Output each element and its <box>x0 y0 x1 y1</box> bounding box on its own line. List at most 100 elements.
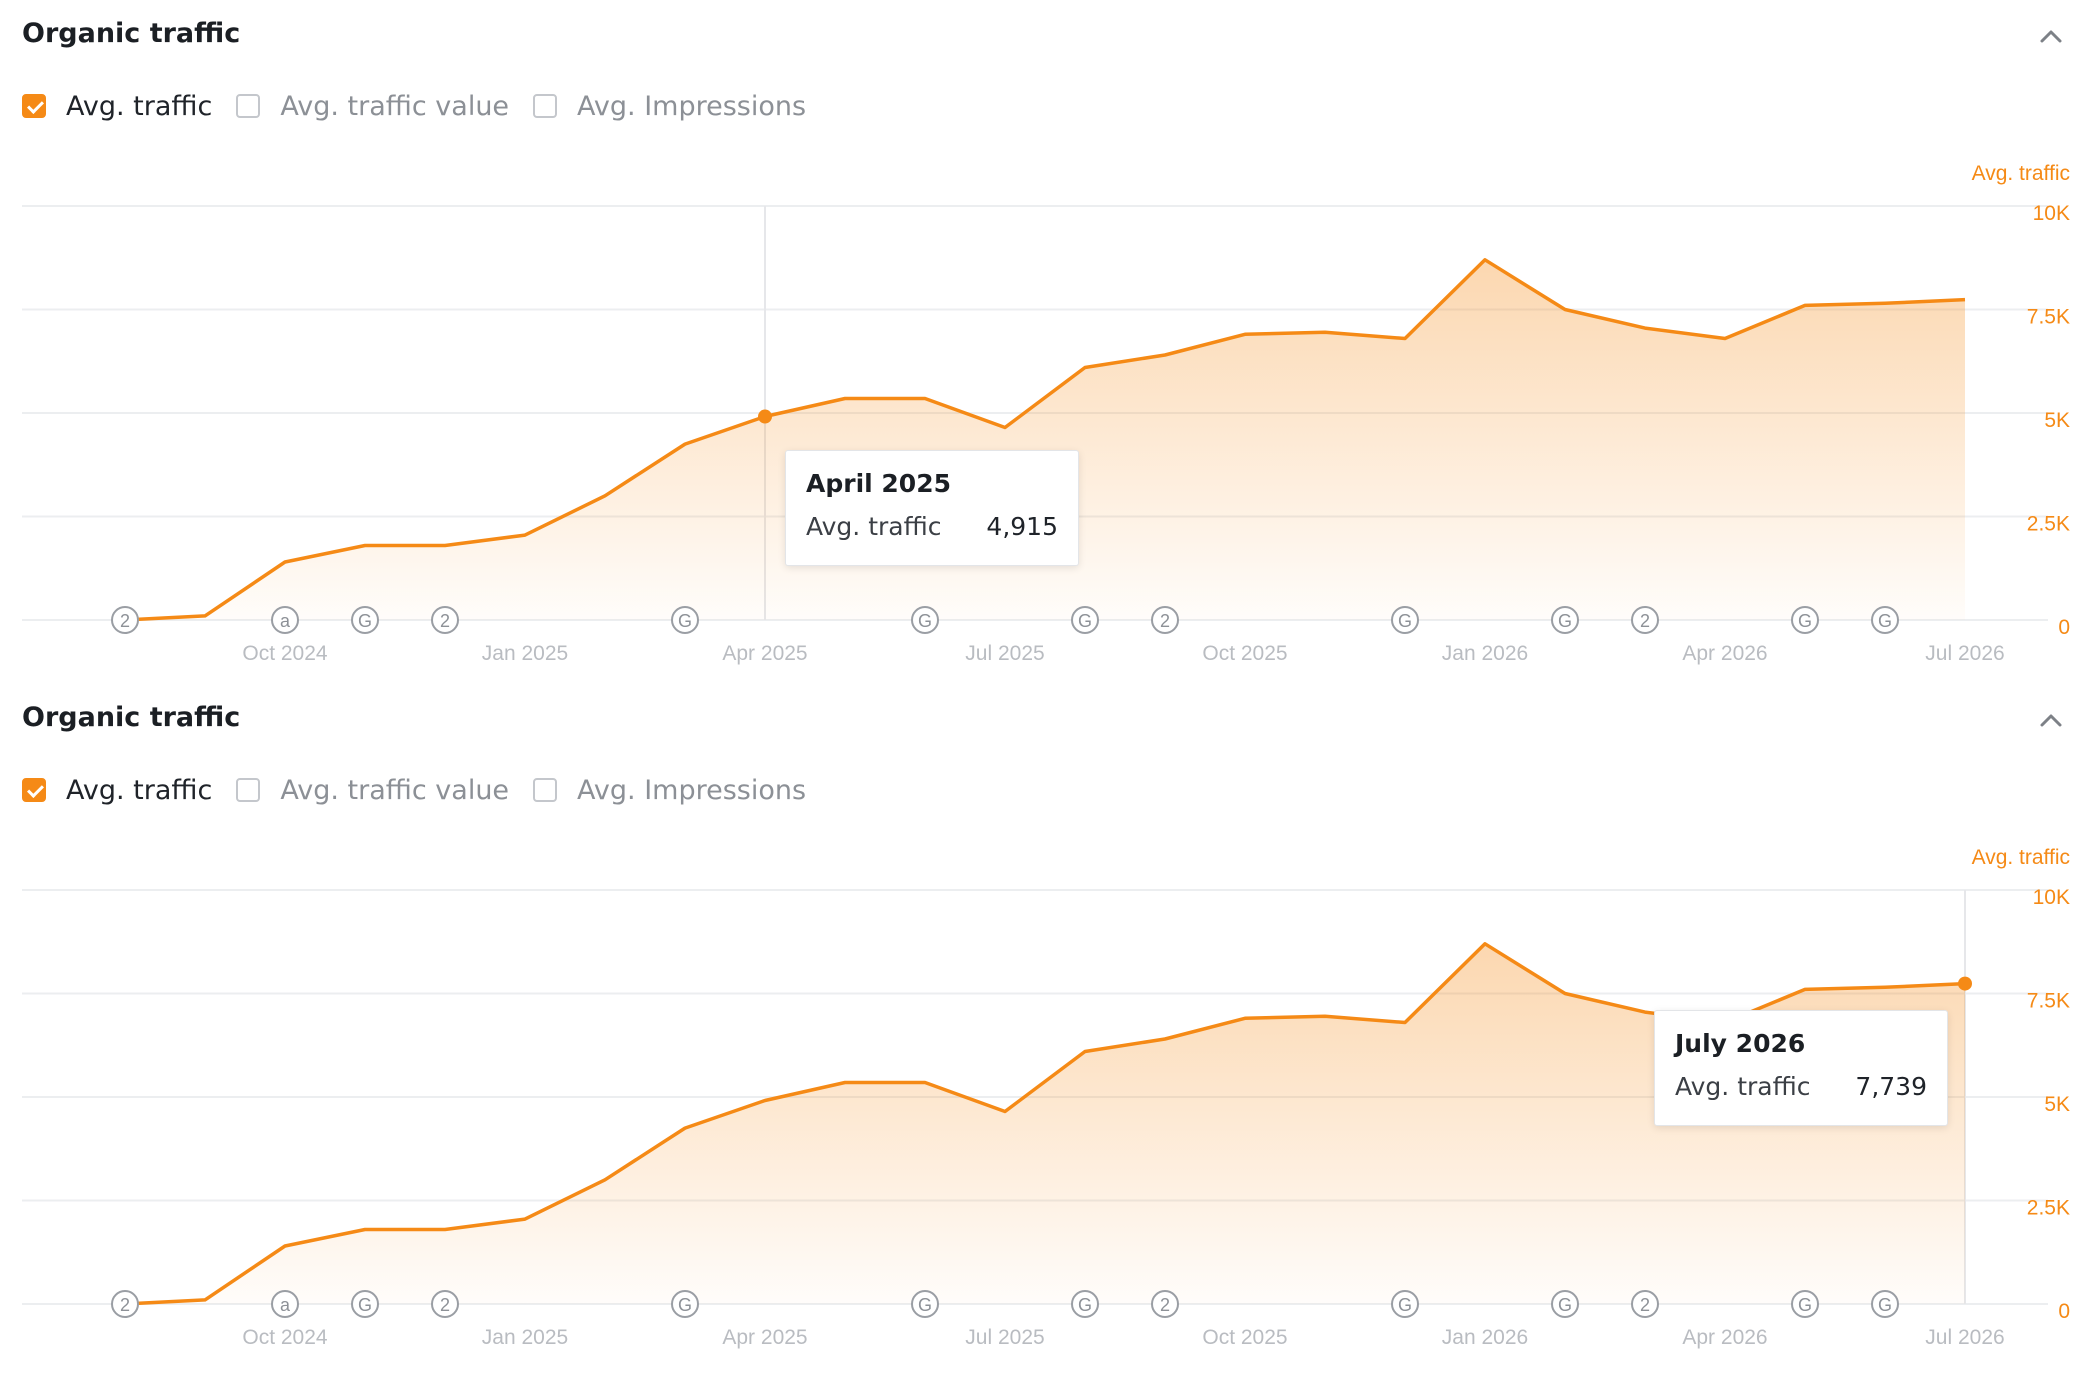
avg-traffic-value-checkbox[interactable] <box>236 778 261 802</box>
annotation-marker[interactable]: a <box>271 606 299 634</box>
annotation-marker[interactable]: G <box>1071 1290 1099 1318</box>
annotation-marker[interactable]: G <box>1791 1290 1819 1318</box>
annotation-circle <box>671 1290 699 1318</box>
annotation-label: 2 <box>120 1295 130 1315</box>
chevron-up-icon[interactable] <box>2036 22 2066 52</box>
metric-avg-impressions[interactable]: Avg. Impressions <box>533 91 806 122</box>
x-tick-label: Oct 2024 <box>242 642 328 665</box>
annotation-label: G <box>1078 611 1092 631</box>
annotation-circle <box>351 606 379 634</box>
annotation-marker[interactable]: G <box>671 1290 699 1318</box>
metric-avg-traffic[interactable]: Avg. traffic <box>22 91 212 122</box>
y-tick-label: 5K <box>2044 1093 2070 1116</box>
metric-avg-traffic-value[interactable]: Avg. traffic value <box>236 775 509 806</box>
avg-impressions-checkbox[interactable] <box>533 94 558 118</box>
annotation-label: G <box>1558 1295 1572 1315</box>
annotation-label: a <box>280 611 291 631</box>
annotation-marker[interactable]: G <box>351 606 379 634</box>
x-tick-label: Apr 2025 <box>722 1326 807 1349</box>
x-tick-label: Jul 2026 <box>1925 642 2004 665</box>
tooltip-label: Avg. traffic <box>1675 1072 1811 1101</box>
annotation-circle <box>1071 606 1099 634</box>
x-tick-label: Jul 2025 <box>965 642 1044 665</box>
x-tick-label: Jan 2026 <box>1442 642 1528 665</box>
annotation-circle <box>1391 606 1419 634</box>
y-tick-label: 2.5K <box>2027 513 2070 536</box>
traffic-area-chart[interactable]: 0 2.5K 5K 7.5K 10K Avg. traffic Oct 2024 Jan 20… <box>0 684 2096 1372</box>
metric-label: Avg. traffic value <box>280 774 510 806</box>
annotation-marker[interactable]: G <box>1551 1290 1579 1318</box>
annotation-label: G <box>678 611 692 631</box>
annotation-circle <box>1871 1290 1899 1318</box>
x-tick-label: Oct 2024 <box>242 1326 328 1349</box>
y-tick-label: 0 <box>2058 1300 2070 1323</box>
avg-traffic-value-checkbox[interactable] <box>236 94 261 118</box>
annotation-label: G <box>1398 611 1412 631</box>
tooltip-value: 4,915 <box>986 512 1058 541</box>
annotation-marker[interactable]: 2 <box>1631 606 1659 634</box>
annotation-marker[interactable]: 2 <box>111 1290 139 1318</box>
annotation-marker[interactable]: a <box>271 1290 299 1318</box>
annotation-marker[interactable]: G <box>1871 1290 1899 1318</box>
chart-tooltip: July 2026 Avg. traffic 7,739 <box>1654 1010 1948 1126</box>
annotation-marker[interactable]: G <box>1871 606 1899 634</box>
x-tick-label: Apr 2026 <box>1682 642 1767 665</box>
annotation-label: G <box>678 1295 692 1315</box>
metric-avg-traffic-value[interactable]: Avg. traffic value <box>236 91 509 122</box>
series-line <box>124 258 1966 622</box>
tooltip-value: 7,739 <box>1855 1072 1927 1101</box>
annotation-marker[interactable]: 2 <box>431 606 459 634</box>
annotation-marker[interactable]: G <box>1391 606 1419 634</box>
tooltip-label: Avg. traffic <box>806 512 942 541</box>
annotation-label: G <box>1878 1295 1892 1315</box>
avg-impressions-checkbox[interactable] <box>533 778 558 802</box>
annotation-marker[interactable]: 2 <box>1151 606 1179 634</box>
annotation-label: a <box>280 1295 291 1315</box>
metric-avg-traffic[interactable]: Avg. traffic <box>22 775 212 806</box>
annotation-marker[interactable]: 2 <box>1631 1290 1659 1318</box>
avg-traffic-checkbox[interactable] <box>22 94 46 118</box>
y-axis-title: Avg. traffic <box>1972 162 2070 185</box>
annotation-marker[interactable]: G <box>671 606 699 634</box>
annotation-circle <box>1791 1290 1819 1318</box>
annotation-circle <box>911 1290 939 1318</box>
annotation-marker[interactable]: G <box>1551 606 1579 634</box>
annotation-circle <box>1871 606 1899 634</box>
annotation-label: G <box>1558 611 1572 631</box>
annotation-marker[interactable]: G <box>911 606 939 634</box>
y-tick-label: 10K <box>2033 202 2070 225</box>
annotation-label: 2 <box>1160 1295 1170 1315</box>
annotation-marker[interactable]: G <box>911 1290 939 1318</box>
annotation-label: 2 <box>440 1295 450 1315</box>
annotation-circle <box>1631 606 1659 634</box>
x-tick-label: Jul 2025 <box>965 1326 1044 1349</box>
metric-label: Avg. traffic <box>66 90 213 122</box>
annotation-label: G <box>918 611 932 631</box>
annotation-marker[interactable]: G <box>1791 606 1819 634</box>
x-tick-label: Jul 2026 <box>1925 1326 2004 1349</box>
annotation-circle <box>671 606 699 634</box>
annotation-label: 2 <box>440 611 450 631</box>
metric-avg-impressions[interactable]: Avg. Impressions <box>533 775 806 806</box>
annotation-marker[interactable]: 2 <box>111 606 139 634</box>
annotation-marker[interactable]: G <box>1391 1290 1419 1318</box>
traffic-area-chart[interactable]: 0 2.5K 5K 7.5K 10K Avg. traffic Oct 2024 Jan 20… <box>0 0 2096 688</box>
annotation-marker[interactable]: 2 <box>431 1290 459 1318</box>
annotation-circle <box>1151 1290 1179 1318</box>
annotation-marker[interactable]: G <box>351 1290 379 1318</box>
annotation-marker[interactable]: G <box>1071 606 1099 634</box>
x-tick-label: Jan 2025 <box>482 1326 568 1349</box>
highlight-point <box>1958 976 1972 991</box>
annotation-label: G <box>918 1295 932 1315</box>
x-tick-label: Apr 2025 <box>722 642 807 665</box>
x-tick-label: Oct 2025 <box>1202 1326 1287 1349</box>
avg-traffic-checkbox[interactable] <box>22 778 46 802</box>
annotation-circle <box>1071 1290 1099 1318</box>
metric-toggles: Avg. traffic Avg. traffic value Avg. Imp… <box>22 88 830 124</box>
x-tick-label: Jan 2025 <box>482 642 568 665</box>
chevron-up-icon[interactable] <box>2036 706 2066 736</box>
y-tick-label: 7.5K <box>2027 306 2070 329</box>
annotation-marker[interactable]: 2 <box>1151 1290 1179 1318</box>
panel-title: Organic traffic <box>22 702 241 733</box>
highlight-point <box>758 409 772 424</box>
